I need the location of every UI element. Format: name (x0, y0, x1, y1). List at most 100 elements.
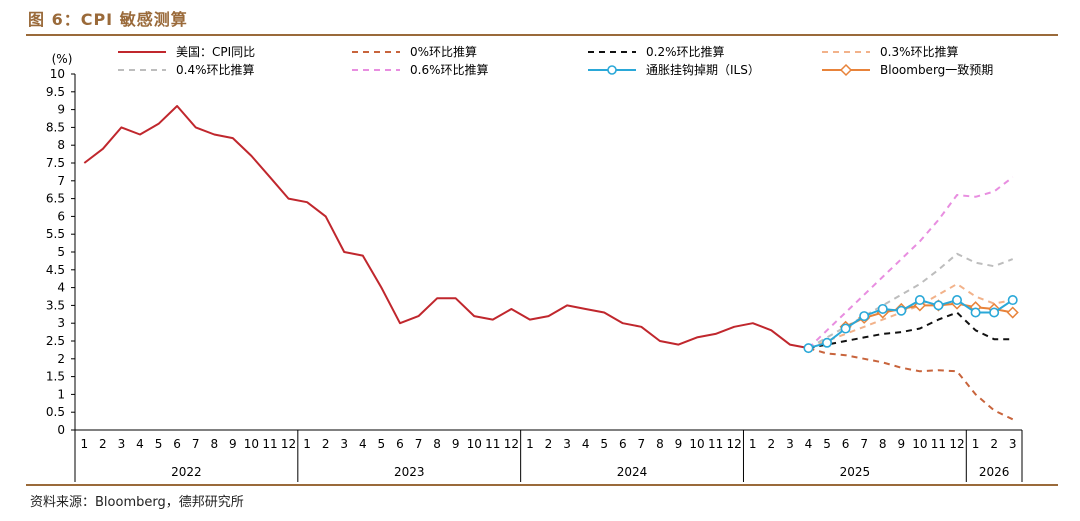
x-year-label: 2023 (394, 465, 425, 479)
series-point (803, 343, 814, 354)
y-tick-label: 6.5 (46, 192, 65, 206)
x-tick-label: 1 (749, 437, 757, 451)
y-tick-label: 7 (57, 174, 65, 188)
x-tick-label: 2 (99, 437, 107, 451)
x-tick-label: 4 (136, 437, 144, 451)
y-tick-label: 1 (57, 387, 65, 401)
x-tick-label: 7 (638, 437, 646, 451)
x-tick-label: 12 (281, 437, 296, 451)
legend-marker (839, 63, 853, 77)
y-tick-label: 2.5 (46, 334, 65, 348)
y-tick-label: 3 (57, 316, 65, 330)
y-tick-label: 2 (57, 352, 65, 366)
x-tick-label: 11 (262, 437, 277, 451)
x-tick-label: 5 (823, 437, 831, 451)
x-tick-label: 2 (768, 437, 776, 451)
x-year-label: 2025 (840, 465, 871, 479)
x-tick-label: 3 (1009, 437, 1017, 451)
series-point (970, 307, 981, 318)
y-axis-unit-label: (%) (52, 52, 73, 66)
legend: 美国：CPI同比 0%环比推算 0.2%环比推算 0.3%环比推算 0.4%环比推算 0.… (118, 44, 993, 77)
x-tick-label: 6 (173, 437, 181, 451)
x-tick-label: 11 (485, 437, 500, 451)
x-tick-label: 2 (990, 437, 998, 451)
y-tick-label: 1.5 (46, 370, 65, 384)
legend-label: 0.4%环比推算 (176, 62, 255, 77)
series-point (1007, 295, 1018, 306)
x-tick-label: 10 (467, 437, 482, 451)
x-year-label: 2024 (617, 465, 648, 479)
x-tick-label: 5 (378, 437, 386, 451)
series-line (808, 311, 1013, 350)
series-point (822, 337, 833, 348)
x-tick-label: 1 (303, 437, 311, 451)
x-tick-label: 9 (675, 437, 683, 451)
x-tick-label: 3 (118, 437, 126, 451)
x-tick-label: 11 (931, 437, 946, 451)
series-point (859, 311, 870, 322)
y-tick-label: 9.5 (46, 85, 65, 99)
x-tick-label: 6 (619, 437, 627, 451)
series-point (1006, 306, 1019, 319)
top-divider (26, 34, 1058, 36)
y-tick-label: 6 (57, 209, 65, 223)
x-tick-label: 3 (563, 437, 571, 451)
x-tick-label: 2 (545, 437, 553, 451)
x-tick-label: 8 (656, 437, 664, 451)
series-point (952, 295, 963, 306)
legend-label: 0.6%环比推算 (410, 62, 489, 77)
y-tick-label: 4 (57, 281, 65, 295)
legend-label: 美国：CPI同比 (176, 45, 255, 59)
legend-label: Bloomberg一致预期 (880, 63, 993, 77)
x-tick-label: 12 (949, 437, 964, 451)
x-tick-label: 9 (897, 437, 905, 451)
y-tick-label: 9 (57, 103, 65, 117)
series-line (845, 302, 1013, 328)
series-line (807, 176, 1014, 349)
x-tick-label: 2 (322, 437, 330, 451)
x-tick-label: 6 (842, 437, 850, 451)
x-tick-label: 8 (210, 437, 218, 451)
series-point (840, 323, 851, 334)
x-tick-label: 5 (155, 437, 163, 451)
legend-label: 0.2%环比推算 (646, 44, 725, 59)
series-line (83, 105, 809, 350)
x-tick-label: 8 (433, 437, 441, 451)
figure-title: 图 6：CPI 敏感测算 (28, 10, 188, 29)
series-line (807, 252, 1014, 349)
x-tick-label: 3 (340, 437, 348, 451)
x-tick-label: 7 (860, 437, 868, 451)
x-tick-label: 5 (600, 437, 608, 451)
x-tick-label: 11 (708, 437, 723, 451)
y-tick-label: 0.5 (46, 405, 65, 419)
legend-label: 通胀挂钩掉期（ILS） (646, 63, 760, 77)
bottom-divider (26, 484, 1058, 486)
x-tick-label: 1 (80, 437, 88, 451)
y-tick-label: 10 (50, 67, 65, 81)
y-tick-label: 8.5 (46, 120, 65, 134)
series-line (808, 283, 1013, 350)
y-tick-label: 7.5 (46, 156, 65, 170)
x-tick-label: 10 (689, 437, 704, 451)
x-tick-label: 3 (786, 437, 794, 451)
x-tick-label: 12 (727, 437, 742, 451)
x-axis: 1 2 3 4 5 6 7 8 9 10 11 12 1 2 3 4 5 6 7 8 9 10 11 12 1 2 3 4 5 6 7 8 9 1… (74, 429, 1023, 482)
x-tick-label: 9 (452, 437, 460, 451)
plot-area (83, 105, 1019, 421)
y-tick-label: 4.5 (46, 263, 65, 277)
x-tick-label: 4 (582, 437, 590, 451)
x-year-label: 2022 (171, 465, 202, 479)
x-tick-label: 7 (415, 437, 423, 451)
y-tick-label: 5 (57, 245, 65, 259)
y-tick-label: 0 (57, 423, 65, 437)
x-tick-label: 1 (526, 437, 534, 451)
legend-label: 0.3%环比推算 (880, 44, 959, 59)
y-tick-label: 8 (57, 138, 65, 152)
series-point (896, 305, 907, 316)
y-tick-label: 3.5 (46, 298, 65, 312)
legend-label: 0%环比推算 (410, 44, 477, 59)
x-tick-label: 6 (396, 437, 404, 451)
source-note: 资料来源：Bloomberg，德邦研究所 (30, 495, 244, 510)
x-tick-label: 1 (972, 437, 980, 451)
x-tick-label: 12 (504, 437, 519, 451)
